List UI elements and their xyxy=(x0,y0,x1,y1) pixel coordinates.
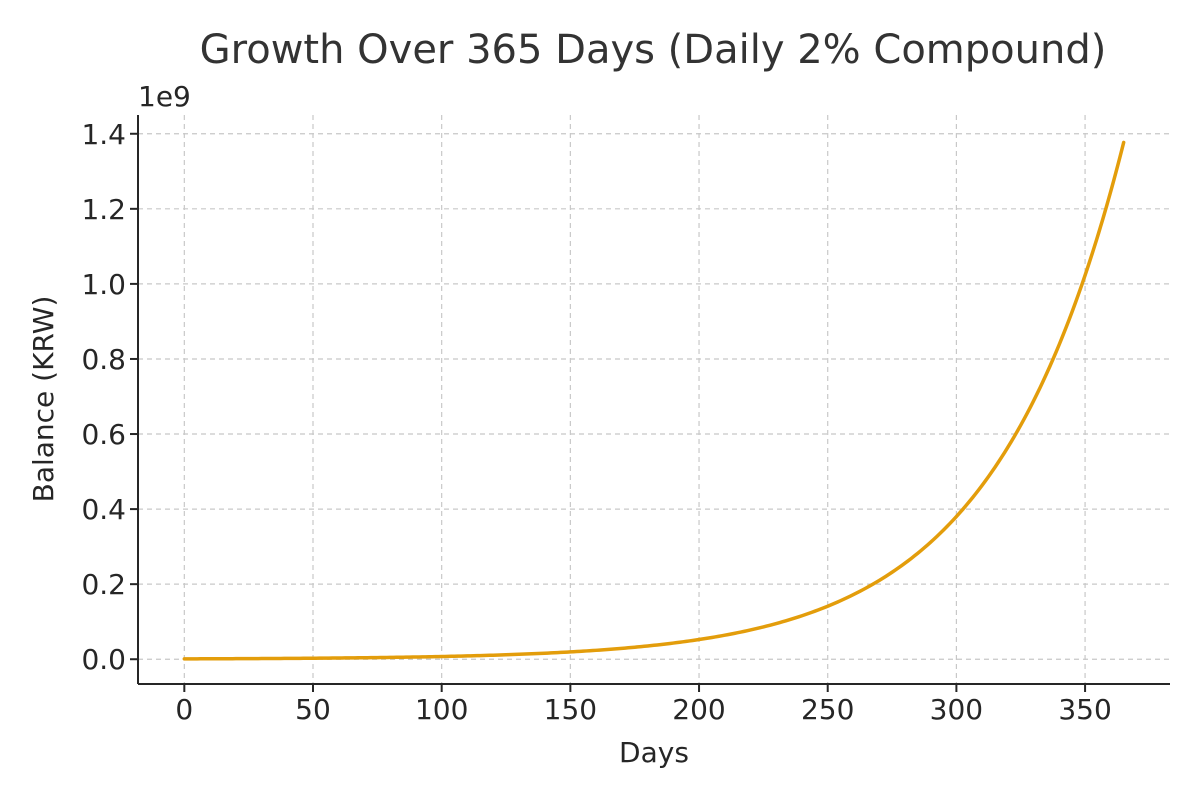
y-tick-label: 1.4 xyxy=(81,118,126,151)
y-tick-label: 0.6 xyxy=(81,418,126,451)
ticks: 0 50 100 150 200 250 300 350 0.0 0.2 0.4 0.6 0.8 1.0 1… xyxy=(81,118,1111,726)
x-tick-label: 200 xyxy=(672,693,725,726)
x-tick-label: 150 xyxy=(544,693,597,726)
chart-title: Growth Over 365 Days (Daily 2% Compound) xyxy=(200,27,1107,73)
x-tick-label: 350 xyxy=(1058,693,1111,726)
y-tick-label: 0.2 xyxy=(81,568,126,601)
x-tick-label: 300 xyxy=(930,693,983,726)
x-tick-label: 100 xyxy=(415,693,468,726)
x-tick-label: 50 xyxy=(295,693,331,726)
series-line xyxy=(182,140,1126,661)
x-axis-label: Days xyxy=(619,736,689,769)
x-tick-label: 250 xyxy=(801,693,854,726)
y-tick-label: 0.4 xyxy=(81,493,126,526)
y-axis-label: Balance (KRW) xyxy=(27,296,60,503)
y-tick-label: 1.0 xyxy=(81,268,126,301)
y-tick-label: 0.0 xyxy=(81,643,126,676)
series xyxy=(182,140,1126,661)
y-axis-offset-label: 1e9 xyxy=(138,80,191,113)
x-tick-label: 0 xyxy=(175,693,193,726)
y-tick-label: 1.2 xyxy=(81,193,126,226)
axes xyxy=(137,115,1170,685)
y-tick-label: 0.8 xyxy=(81,343,126,376)
grid xyxy=(138,115,1170,684)
